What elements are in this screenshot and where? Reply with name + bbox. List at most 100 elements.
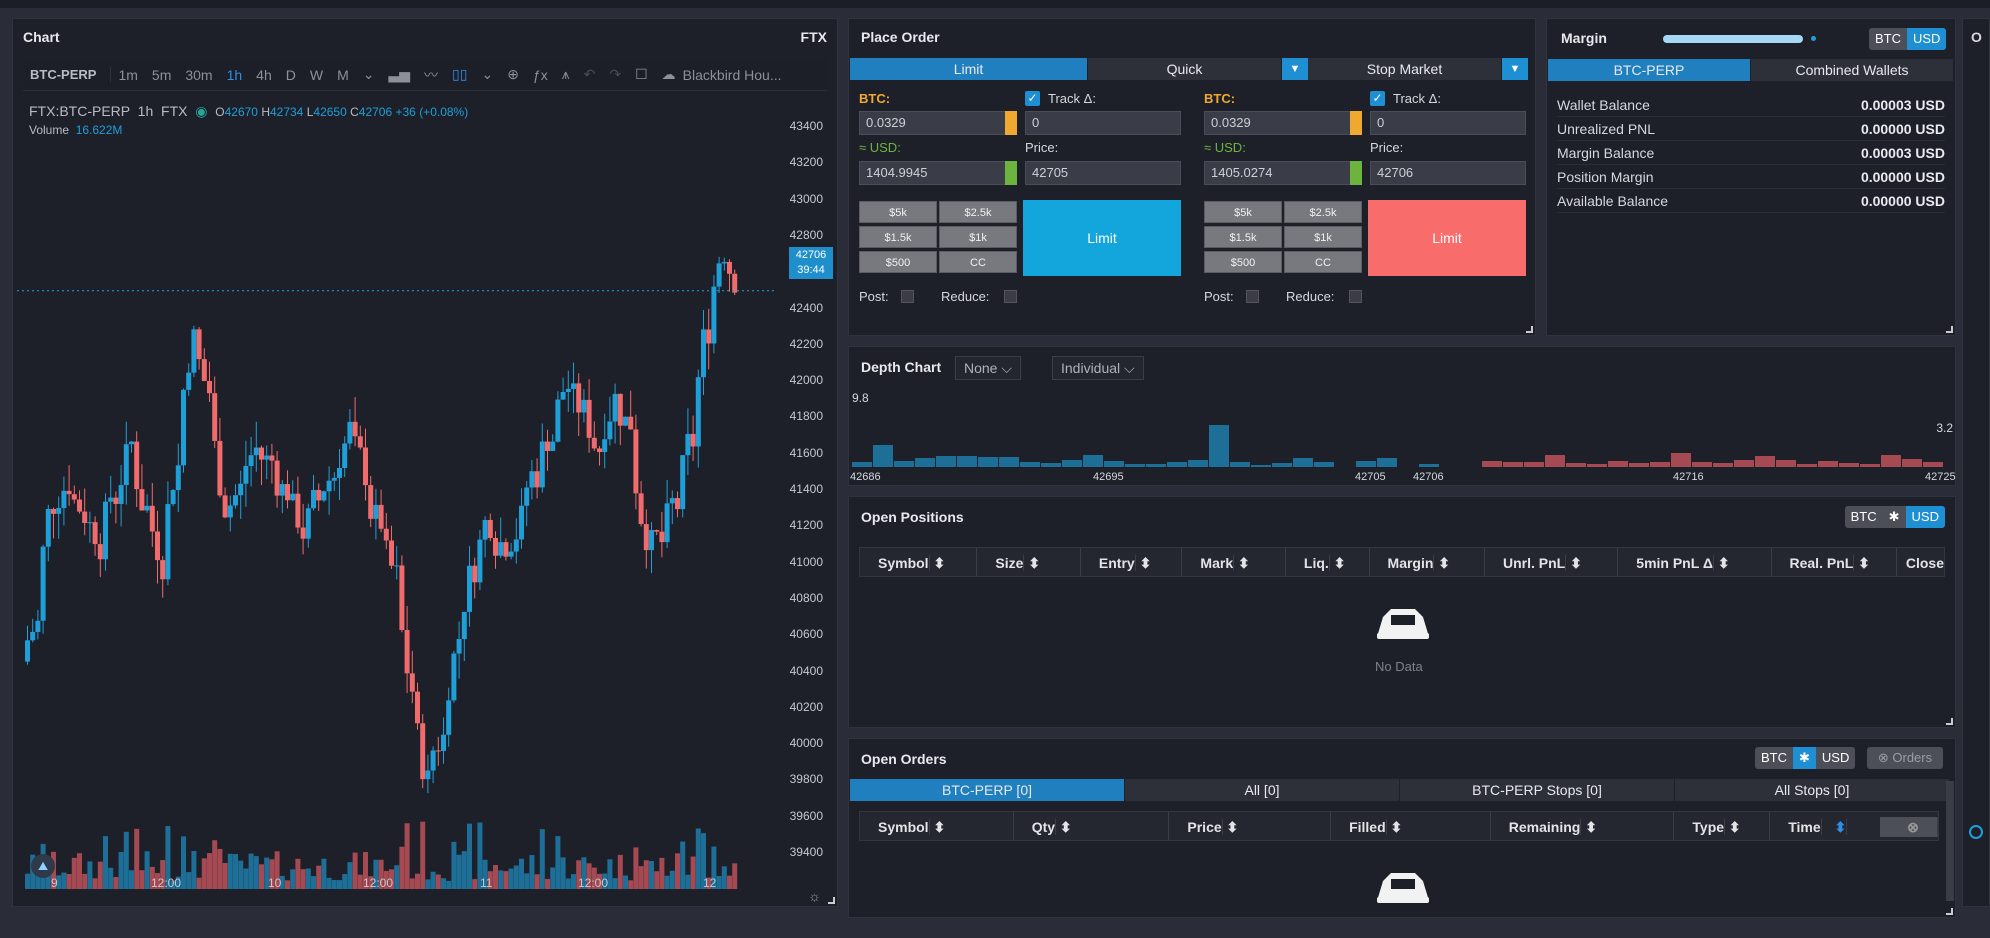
interval-1m[interactable]: 1m — [118, 66, 138, 83]
col-type[interactable]: Type ⬍ — [1674, 812, 1771, 840]
tab-combined-wallets[interactable]: Combined Wallets — [1751, 59, 1954, 81]
quick-cc-button[interactable]: CC — [939, 251, 1017, 273]
btc-amount-input[interactable]: 0.0329 — [1204, 111, 1358, 135]
usd-slider[interactable] — [1350, 161, 1362, 185]
interval-30m[interactable]: 30m — [185, 66, 213, 83]
quick-500-button[interactable]: $500 — [859, 251, 937, 273]
track-checkbox[interactable]: ✓ — [1370, 91, 1385, 106]
col-mark[interactable]: Mark ⬍ — [1182, 548, 1286, 576]
cancel-all-icon[interactable]: ⊗ — [1880, 817, 1938, 837]
quick-5k-button[interactable]: $5k — [859, 201, 937, 223]
templates-icon[interactable]: ⩚ — [561, 66, 570, 82]
chevron-down-icon[interactable]: ▼ — [1282, 58, 1308, 80]
resize-handle[interactable] — [828, 897, 835, 904]
tab-limit[interactable]: Limit — [850, 58, 1088, 80]
currency-toggle[interactable]: BTC USD — [1869, 28, 1947, 50]
interval-4h[interactable]: 4h — [256, 66, 272, 83]
symbol-selector[interactable]: BTC-PERP — [23, 67, 112, 82]
tradingview-logo-icon[interactable]: ⛰ — [31, 854, 55, 878]
reduce-checkbox[interactable] — [1004, 290, 1017, 303]
quick-1-5k-button[interactable]: $1.5k — [859, 226, 937, 248]
scrollbar[interactable] — [1946, 781, 1954, 901]
toggle-both[interactable]: ✱ — [1882, 506, 1906, 528]
col-symbol[interactable]: Symbol ⬍ — [860, 812, 1014, 840]
interval-5m[interactable]: 5m — [151, 66, 172, 83]
usd-slider[interactable] — [1005, 161, 1017, 185]
toggle-usd[interactable]: USD — [1815, 747, 1856, 769]
price-chart[interactable] — [17, 129, 777, 889]
layout-name[interactable]: Blackbird Hou... — [682, 66, 782, 83]
resize-handle[interactable] — [1946, 718, 1953, 725]
fullscreen-icon[interactable]: ☐ — [635, 66, 648, 82]
bar-style-icon[interactable]: ▃▅ — [388, 66, 411, 82]
col-size[interactable]: Size ⬍ — [977, 548, 1081, 576]
usd-amount-input[interactable]: 1404.9945 — [859, 161, 1013, 185]
line-style-icon[interactable]: 〰 — [424, 66, 439, 83]
post-checkbox[interactable] — [1246, 290, 1259, 303]
quick-1-5k-button[interactable]: $1.5k — [1204, 226, 1282, 248]
col-symbol[interactable]: Symbol ⬍ — [860, 548, 978, 576]
btc-slider[interactable] — [1350, 111, 1362, 135]
tab-quick[interactable]: Quick — [1088, 58, 1282, 80]
currency-toggle[interactable]: BTC ✱ USD — [1755, 747, 1856, 769]
resize-handle[interactable] — [1946, 326, 1953, 333]
btc-amount-input[interactable]: 0.0329 — [859, 111, 1013, 135]
tab-btc-perp[interactable]: BTC-PERP — [1548, 59, 1751, 81]
redo-icon[interactable]: ↷ — [609, 66, 622, 82]
cancel-orders-button[interactable]: ⊗ Orders — [1867, 747, 1943, 769]
track-input[interactable]: 0 — [1025, 111, 1181, 135]
chevron-down-icon[interactable]: ⌄ — [481, 66, 494, 82]
col-time[interactable]: Time ⬍ — [1770, 812, 1880, 840]
sell-limit-button[interactable]: Limit — [1368, 200, 1526, 276]
buy-limit-button[interactable]: Limit — [1023, 200, 1181, 276]
depth-filter-dropdown[interactable]: None ⌵ — [955, 356, 1021, 380]
scroll-knob[interactable] — [1969, 825, 1983, 839]
usd-amount-input[interactable]: 1405.0274 — [1204, 161, 1358, 185]
col-entry[interactable]: Entry ⬍ — [1081, 548, 1183, 576]
cloud-icon[interactable]: ☁ — [661, 66, 676, 82]
price-input[interactable]: 42706 — [1370, 161, 1526, 185]
col-remaining[interactable]: Remaining ⬍ — [1491, 812, 1675, 840]
undo-icon[interactable]: ↶ — [583, 66, 596, 82]
reduce-checkbox[interactable] — [1349, 290, 1362, 303]
col-unrl-pnl[interactable]: Unrl. PnL ⬍ — [1485, 548, 1619, 576]
toggle-usd[interactable]: USD — [1905, 506, 1945, 528]
function-icon[interactable]: ƒx — [532, 66, 548, 83]
interval-1h[interactable]: 1h — [226, 66, 243, 83]
col-filled[interactable]: Filled ⬍ — [1331, 812, 1491, 840]
tab-all-orders[interactable]: All [0] — [1125, 779, 1400, 801]
col-5min-pnl[interactable]: 5min PnL Δ ⬍ — [1618, 548, 1772, 576]
quick-1k-button[interactable]: $1k — [1284, 226, 1362, 248]
quick-cc-button[interactable]: CC — [1284, 251, 1362, 273]
btc-slider[interactable] — [1005, 111, 1017, 135]
chevron-down-icon[interactable]: ⌄ — [362, 66, 375, 82]
interval-d[interactable]: D — [285, 66, 296, 83]
resize-handle[interactable] — [1526, 326, 1533, 333]
tab-all-stops[interactable]: All Stops [0] — [1675, 779, 1950, 801]
depth-chart[interactable] — [850, 403, 1956, 475]
add-indicator-icon[interactable]: ⊕ — [507, 66, 519, 82]
tab-btc-perp-stops[interactable]: BTC-PERP Stops [0] — [1400, 779, 1675, 801]
chevron-down-icon[interactable]: ▼ — [1502, 58, 1528, 80]
price-input[interactable]: 42705 — [1025, 161, 1181, 185]
candle-style-icon[interactable]: ▯▯ — [452, 66, 468, 82]
tab-btc-perp-orders[interactable]: BTC-PERP [0] — [850, 779, 1125, 801]
tab-stop-market[interactable]: Stop Market — [1308, 58, 1502, 80]
resize-handle[interactable] — [1946, 908, 1953, 915]
col-liq[interactable]: Liq. ⬍ — [1286, 548, 1370, 576]
toggle-btc[interactable]: BTC — [1844, 506, 1883, 528]
track-input[interactable]: 0 — [1370, 111, 1526, 135]
interval-m[interactable]: M — [337, 66, 349, 83]
quick-5k-button[interactable]: $5k — [1204, 201, 1282, 223]
toggle-usd[interactable]: USD — [1907, 28, 1947, 50]
toggle-btc[interactable]: BTC — [1755, 747, 1793, 769]
quick-2-5k-button[interactable]: $2.5k — [939, 201, 1017, 223]
quick-500-button[interactable]: $500 — [1204, 251, 1282, 273]
toggle-btc[interactable]: BTC — [1869, 28, 1907, 50]
col-real-pnl[interactable]: Real. PnL ⬍ — [1772, 548, 1897, 576]
quick-2-5k-button[interactable]: $2.5k — [1284, 201, 1362, 223]
quick-1k-button[interactable]: $1k — [939, 226, 1017, 248]
toggle-both[interactable]: ✱ — [1793, 747, 1816, 769]
post-checkbox[interactable] — [901, 290, 914, 303]
col-qty[interactable]: Qty ⬍ — [1014, 812, 1170, 840]
